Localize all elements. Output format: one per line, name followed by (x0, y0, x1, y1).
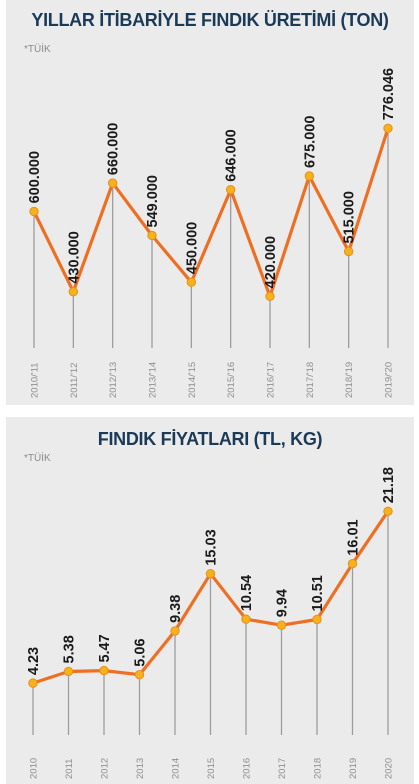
price-value-label: 10.51 (310, 575, 326, 611)
production-x-tick-label: 2017/'18 (305, 362, 316, 398)
price-point (241, 614, 251, 624)
production-x-tick-label: 2013/'14 (148, 362, 159, 398)
price-point (312, 614, 322, 625)
production-point (68, 286, 79, 297)
price-value-label: 4.23 (26, 647, 42, 675)
production-value-label: 420.000 (263, 236, 279, 288)
price-value-label: 9.94 (275, 589, 291, 617)
price-x-tick-label: 2010 (29, 758, 40, 779)
production-value-label: 600.000 (27, 151, 43, 203)
production-chart-title: YILLAR İTİBARİYLE FINDIK ÜRETİMİ (TON) (31, 10, 389, 30)
price-point (99, 665, 109, 676)
price-x-tick-label: 2013 (135, 758, 146, 779)
production-point (383, 123, 393, 134)
production-x-tick-label: 2011/'12 (69, 363, 80, 398)
price-x-tick-label: 2018 (313, 758, 324, 779)
production-point (186, 277, 197, 287)
production-value-label: 515.000 (342, 191, 358, 243)
price-value-label: 9.38 (168, 595, 184, 623)
production-value-label: 776.046 (381, 68, 397, 120)
production-point (265, 291, 275, 302)
price-line-chart: 4.23 5.38 5.47 5.06 9.38 15.03 10.54 9.94 10.51 1… (26, 467, 397, 779)
production-x-tick-label: 2016/'17 (266, 362, 277, 398)
price-x-tick-label: 2012 (100, 758, 111, 779)
production-series-line (32, 126, 390, 298)
price-chart-panel: FINDIK FİYATLARI (TL, KG) *TÜİK 4.23 5.38… (6, 417, 414, 784)
price-value-label: 5.06 (133, 638, 149, 666)
production-point (147, 230, 157, 241)
price-x-tick-label: 2014 (171, 758, 182, 779)
price-chart-title: FINDIK FİYATLARI (TL, KG) (97, 429, 323, 449)
price-x-tick-label: 2016 (242, 758, 253, 779)
price-point (28, 678, 38, 688)
production-chart-panel: YILLAR İTİBARİYLE FINDIK ÜRETİMİ (TON) *… (6, 0, 414, 405)
production-value-label: 646.000 (224, 129, 240, 181)
price-point (383, 506, 393, 517)
price-value-label: 5.38 (62, 635, 78, 663)
production-x-tick-label: 2010/'11 (30, 363, 41, 398)
price-chart-source: *TÜİK (24, 453, 51, 464)
production-value-label: 450.000 (184, 222, 200, 274)
production-point (29, 206, 39, 217)
production-x-tick-label: 2018/'19 (344, 362, 355, 398)
price-point (170, 626, 180, 636)
production-point (107, 178, 118, 188)
production-point (343, 246, 354, 257)
price-value-label: 16.01 (346, 519, 362, 555)
production-value-label: 430.000 (66, 231, 82, 283)
production-value-label: 675.000 (302, 116, 318, 168)
price-point (347, 559, 358, 569)
price-value-label: 21.18 (381, 467, 397, 503)
price-point (63, 666, 74, 677)
production-x-tick-label: 2014/'15 (187, 362, 198, 398)
production-x-tick-label: 2012/'13 (108, 362, 119, 398)
production-value-label: 660.000 (106, 123, 122, 175)
price-x-tick-label: 2017 (277, 758, 288, 779)
price-x-tick-label: 2015 (206, 758, 217, 779)
price-value-label: 10.54 (239, 575, 255, 611)
production-x-tick-label: 2015/'16 (226, 362, 237, 398)
production-line-chart: 600.000 430.000 660.000 549.000 450.000 646.0… (27, 68, 397, 398)
production-x-tick-label: 2019/'20 (384, 362, 395, 398)
price-value-label: 5.47 (97, 634, 113, 662)
price-value-label: 15.03 (204, 529, 220, 565)
price-point (205, 568, 216, 579)
price-point (134, 670, 145, 680)
production-point (304, 171, 315, 181)
production-chart-source: *TÜİK (24, 44, 51, 55)
production-point (225, 184, 236, 195)
price-x-tick-label: 2011 (64, 759, 75, 779)
price-x-tick-label: 2019 (348, 758, 359, 779)
price-point (276, 620, 287, 630)
production-value-label: 549.000 (145, 175, 161, 227)
price-x-tick-label: 2020 (384, 758, 395, 779)
